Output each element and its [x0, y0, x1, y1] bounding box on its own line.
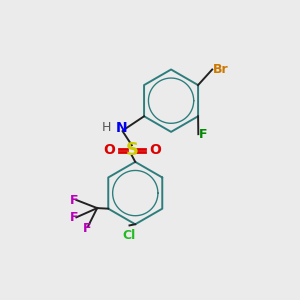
Text: Cl: Cl: [123, 229, 136, 242]
Text: F: F: [70, 211, 78, 224]
Text: F: F: [82, 222, 91, 236]
Text: Br: Br: [213, 63, 228, 76]
Text: F: F: [199, 128, 207, 141]
Text: O: O: [149, 143, 161, 157]
Text: N: N: [116, 122, 127, 135]
Text: F: F: [70, 194, 78, 206]
Text: O: O: [103, 143, 115, 157]
Text: S: S: [125, 141, 138, 159]
Text: H: H: [102, 121, 111, 134]
